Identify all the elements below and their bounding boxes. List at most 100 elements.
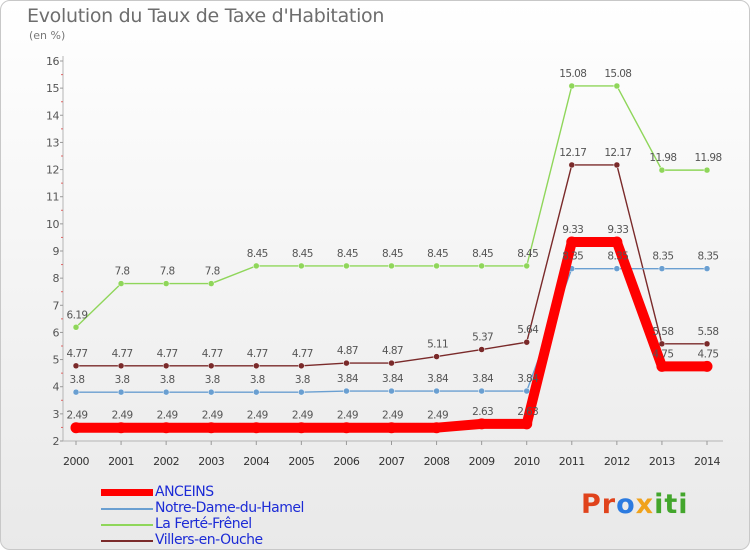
data-point xyxy=(568,82,576,90)
data-point xyxy=(72,362,80,370)
y-tick-label: 4 xyxy=(53,381,60,394)
y-tick-label: 5 xyxy=(53,354,60,367)
data-label: 2.49 xyxy=(202,410,223,422)
y-tick-label: 2 xyxy=(53,435,60,448)
data-label: 3.84 xyxy=(337,373,359,385)
y-tick-label: 3 xyxy=(53,408,60,421)
data-label: 12.17 xyxy=(559,147,586,159)
data-label: 9.33 xyxy=(562,224,583,236)
data-label: 3.8 xyxy=(115,374,130,386)
data-label: 4.77 xyxy=(67,348,88,360)
data-point xyxy=(478,346,485,353)
data-label: 8.45 xyxy=(337,248,358,260)
data-point xyxy=(343,262,350,270)
data-point xyxy=(207,362,215,370)
legend-swatch xyxy=(101,508,153,510)
data-point xyxy=(656,360,668,372)
data-point xyxy=(207,280,215,287)
data-point xyxy=(298,362,305,370)
data-label: 8.35 xyxy=(607,251,628,263)
chart-subtitle: (en %) xyxy=(29,29,66,42)
series-line-la-ferte-frenel xyxy=(75,85,708,328)
data-point xyxy=(250,422,262,434)
data-point xyxy=(431,422,443,434)
legend-label: La Ferté-Frênel xyxy=(155,516,252,532)
data-label: 7.8 xyxy=(115,266,130,278)
data-label: 2.49 xyxy=(427,410,448,422)
x-tick-label: 2008 xyxy=(424,455,450,468)
proxiti-logo: Proxiti xyxy=(581,489,689,520)
data-label: 8.45 xyxy=(517,248,538,260)
data-point xyxy=(343,387,350,395)
data-label: 6.19 xyxy=(67,309,88,321)
data-point xyxy=(433,353,440,360)
data-point xyxy=(568,161,576,169)
data-label: 12.17 xyxy=(604,147,631,159)
data-label: 8.35 xyxy=(562,251,583,263)
data-label: 3.8 xyxy=(160,374,175,386)
legend-label: ANCEINS xyxy=(155,484,214,500)
y-tick-label: 12 xyxy=(46,164,59,177)
data-label: 15.08 xyxy=(559,68,586,80)
x-tick-label: 2006 xyxy=(333,455,359,468)
data-label: 11.98 xyxy=(649,152,676,164)
data-point xyxy=(388,262,395,270)
data-label: 8.35 xyxy=(698,251,719,263)
data-label: 3.8 xyxy=(250,374,265,386)
data-label: 4.87 xyxy=(382,345,403,357)
data-label: 4.77 xyxy=(292,348,313,360)
x-tick-label: 2012 xyxy=(604,455,630,468)
data-point xyxy=(566,236,578,248)
data-label: 4.75 xyxy=(698,348,719,360)
data-label: 8.45 xyxy=(472,248,493,260)
data-point xyxy=(298,262,305,270)
legend-swatch xyxy=(101,524,153,526)
y-tick-label: 16 xyxy=(46,55,59,68)
data-label: 15.08 xyxy=(604,68,631,80)
y-tick-label: 13 xyxy=(46,136,59,149)
data-point xyxy=(658,166,666,174)
data-label: 4.87 xyxy=(337,345,358,357)
data-point xyxy=(613,82,621,90)
data-point xyxy=(117,362,125,370)
data-point xyxy=(703,166,711,174)
x-tick-label: 2011 xyxy=(559,455,585,468)
data-label: 8.45 xyxy=(427,248,448,260)
x-tick-label: 2002 xyxy=(153,455,179,468)
data-label: 3.84 xyxy=(382,373,404,385)
data-point xyxy=(117,280,125,287)
data-label: 4.77 xyxy=(202,348,223,360)
x-tick-label: 2009 xyxy=(469,455,495,468)
x-tick-label: 2003 xyxy=(198,455,224,468)
data-point xyxy=(160,422,172,434)
data-point xyxy=(433,387,440,395)
data-label: 8.45 xyxy=(247,248,268,260)
data-point xyxy=(340,422,352,434)
data-point xyxy=(521,418,533,430)
data-point xyxy=(343,359,350,367)
data-point xyxy=(613,161,621,169)
y-tick-label: 11 xyxy=(46,191,59,204)
data-label: 2.63 xyxy=(517,406,538,418)
data-point xyxy=(253,262,260,270)
data-point xyxy=(117,388,125,396)
x-tick-label: 2001 xyxy=(108,455,134,468)
data-label: 4.77 xyxy=(247,348,268,360)
x-tick-label: 2000 xyxy=(63,455,89,468)
data-label: 8.35 xyxy=(652,251,673,263)
legend-swatch xyxy=(101,540,153,542)
data-point xyxy=(295,422,307,434)
data-point xyxy=(388,359,395,367)
data-point xyxy=(388,387,395,395)
data-label: 2.49 xyxy=(292,410,313,422)
chart-title: Evolution du Taux de Taxe d'Habitation xyxy=(27,5,385,27)
data-label: 3.8 xyxy=(205,374,220,386)
data-point xyxy=(115,422,127,434)
data-label: 7.8 xyxy=(205,266,220,278)
data-label: 7.8 xyxy=(160,266,175,278)
data-point xyxy=(523,338,530,346)
data-label: 5.64 xyxy=(517,324,539,336)
x-tick-label: 2004 xyxy=(243,455,269,468)
data-point xyxy=(207,388,215,396)
